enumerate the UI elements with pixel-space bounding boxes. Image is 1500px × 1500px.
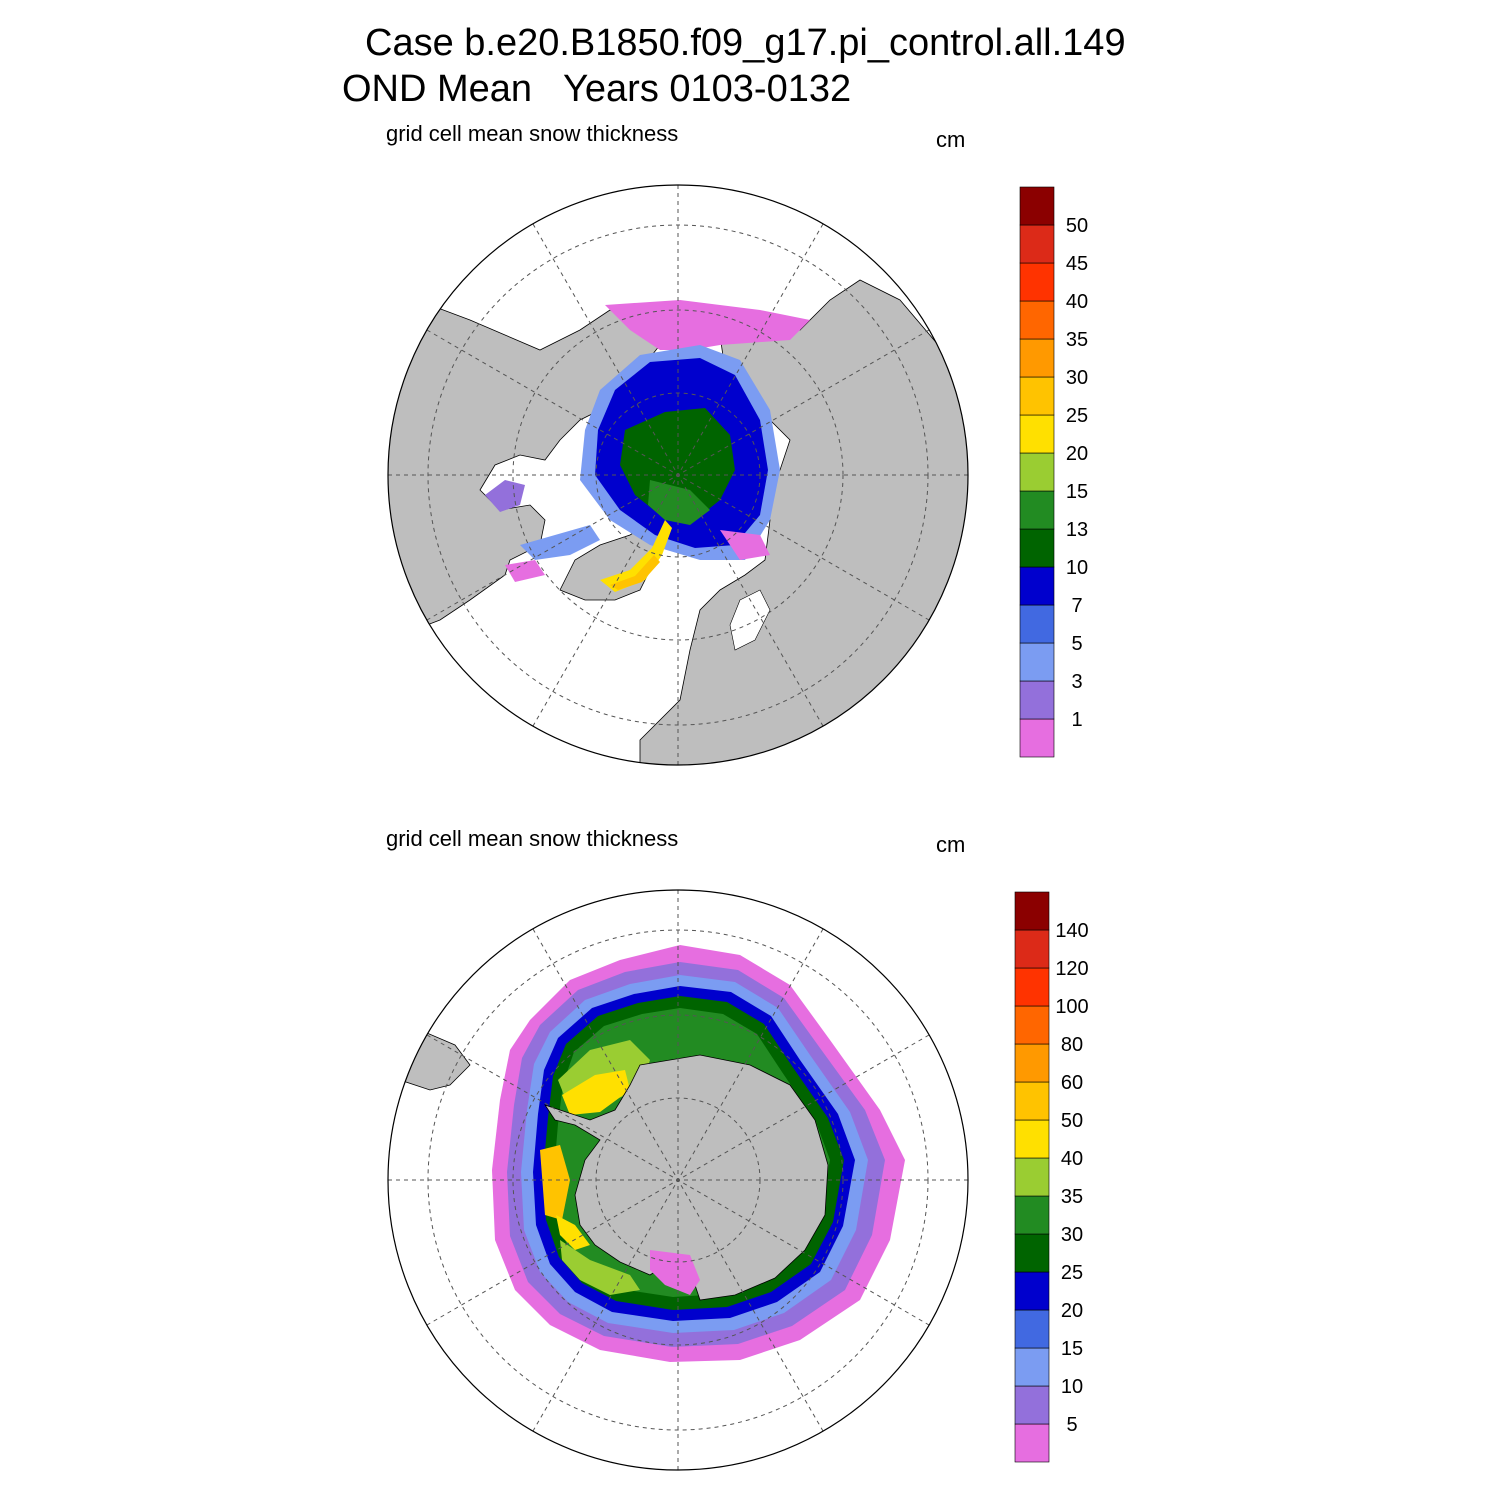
south-colorbar-box-0: [1014, 1423, 1050, 1463]
north-colorbar-box-11: [1019, 300, 1055, 340]
south-colorbar-box-1: [1014, 1385, 1050, 1425]
north-colorbar-box-0: [1019, 718, 1055, 758]
south-colorbar-label-5: 5: [1066, 1414, 1077, 1436]
south-colorbar-label-10: 10: [1061, 1376, 1083, 1398]
south-colorbar-box-13: [1014, 929, 1050, 969]
north-colorbar-box-10: [1019, 338, 1055, 378]
north-colorbar-box-5: [1019, 528, 1055, 568]
south-colorbar-box-5: [1014, 1233, 1050, 1273]
north-colorbar-label-50: 50: [1066, 215, 1088, 237]
north-colorbar-box-1: [1019, 680, 1055, 720]
east-greenland-ice: [720, 530, 770, 560]
figure-title-line-1: Case b.e20.B1850.f09_g17.pi_control.all.…: [365, 22, 1126, 64]
south-colorbar-label-30: 30: [1061, 1224, 1083, 1246]
south-polar-map: [387, 889, 969, 1471]
north-colorbar-box-7: [1019, 452, 1055, 492]
north-colorbar-box-12: [1019, 262, 1055, 302]
south-units-label: cm: [936, 832, 966, 857]
ross-sea-35cm: [560, 1240, 640, 1295]
south-colorbar-label-120: 120: [1055, 958, 1088, 980]
south-colorbar-box-10: [1014, 1043, 1050, 1083]
labrador-ice: [505, 560, 545, 582]
south-colorbar: 5 10 15 20 25 30 35 40 50 60 80 100 120 140: [1014, 891, 1089, 1463]
south-colorbar-label-60: 60: [1061, 1072, 1083, 1094]
north-colorbar-box-6: [1019, 490, 1055, 530]
south-colorbar-label-35: 35: [1061, 1186, 1083, 1208]
south-colorbar-label-140: 140: [1055, 920, 1088, 942]
south-colorbar-box-9: [1014, 1081, 1050, 1121]
north-colorbar-label-10: 10: [1066, 557, 1088, 579]
north-colorbar-label-30: 30: [1066, 367, 1088, 389]
amundsen-40cm: [556, 1215, 590, 1250]
south-colorbar-box-2: [1014, 1347, 1050, 1387]
north-colorbar-label-45: 45: [1066, 253, 1088, 275]
north-graticule: [388, 185, 968, 765]
north-colorbar-box-8: [1019, 414, 1055, 454]
south-colorbar-box-12: [1014, 967, 1050, 1007]
north-colorbar-label-13: 13: [1066, 519, 1088, 541]
south-colorbar-label-15: 15: [1061, 1338, 1083, 1360]
south-colorbar-box-7: [1014, 1157, 1050, 1197]
north-colorbar-label-20: 20: [1066, 443, 1088, 465]
north-colorbar-box-3: [1019, 604, 1055, 644]
north-colorbar-box-13: [1019, 224, 1055, 264]
north-colorbar-label-25: 25: [1066, 405, 1088, 427]
south-colorbar-label-50: 50: [1061, 1110, 1083, 1132]
north-colorbar-box-9: [1019, 376, 1055, 416]
south-colorbar-box-6: [1014, 1195, 1050, 1235]
ross-ice-shelf-pink: [650, 1250, 700, 1295]
north-colorbar-label-3: 3: [1071, 671, 1082, 693]
south-colorbar-box-11: [1014, 1005, 1050, 1045]
north-colorbar-label-15: 15: [1066, 481, 1088, 503]
weddell-sea-40cm: [562, 1070, 630, 1115]
baffin-ice: [520, 525, 600, 560]
north-colorbar-label-1: 1: [1071, 709, 1082, 731]
north-colorbar-box-2: [1019, 642, 1055, 682]
south-colorbar-label-20: 20: [1061, 1300, 1083, 1322]
north-colorbar-label-40: 40: [1066, 291, 1088, 313]
arctic-ice-13cm: [648, 480, 710, 525]
north-colorbar-box-14: [1019, 186, 1055, 226]
south-colorbar-label-80: 80: [1061, 1034, 1083, 1056]
south-colorbar-label-40: 40: [1061, 1148, 1083, 1170]
greenland-coast-yellow: [600, 520, 672, 592]
north-colorbar-label-7: 7: [1071, 595, 1082, 617]
north-polar-map: [387, 184, 969, 766]
north-colorbar-box-4: [1019, 566, 1055, 606]
south-colorbar-box-14: [1014, 891, 1050, 931]
south-graticule: [388, 890, 968, 1470]
north-units-label: cm: [936, 127, 966, 152]
south-colorbar-box-8: [1014, 1119, 1050, 1159]
north-panel-title: grid cell mean snow thickness: [386, 121, 679, 146]
south-panel-title: grid cell mean snow thickness: [386, 826, 679, 851]
north-colorbar-label-35: 35: [1066, 329, 1088, 351]
hudson-bay-ice: [485, 480, 525, 512]
south-colorbar-label-25: 25: [1061, 1262, 1083, 1284]
peninsula-coast-50cm: [540, 1145, 570, 1220]
figure-title-line-2: OND Mean Years 0103-0132: [342, 68, 852, 110]
south-colorbar-box-3: [1014, 1309, 1050, 1349]
south-colorbar-box-4: [1014, 1271, 1050, 1311]
greenland-coast-orange: [610, 555, 660, 590]
arctic-ice-edge-pink: [605, 300, 810, 350]
north-colorbar-label-5: 5: [1071, 633, 1082, 655]
south-colorbar-label-100: 100: [1055, 996, 1088, 1018]
